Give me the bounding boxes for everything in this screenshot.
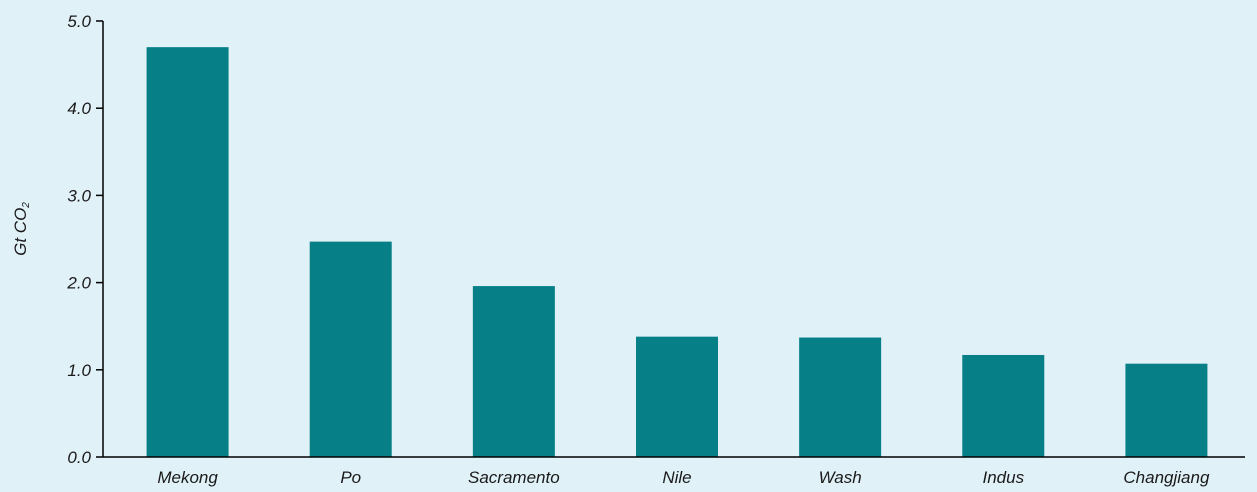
- y-axis-label: Gt CO2: [11, 202, 32, 256]
- bar-po: [309, 241, 392, 457]
- bars-group: [146, 47, 1208, 457]
- x-tick-labels-group: Mekong Po Sacramento Nile Wash Indus Changjian…: [157, 468, 1210, 487]
- bar-changjiang: [1125, 363, 1208, 457]
- x-tick-label: Nile: [662, 468, 691, 487]
- bar-mekong: [146, 47, 229, 457]
- y-tick-label: 5.0: [67, 12, 91, 31]
- y-tick-label: 3.0: [67, 186, 91, 205]
- bar-nile: [636, 336, 718, 457]
- y-tick-label: 4.0: [67, 99, 91, 118]
- x-tick-label: Indus: [982, 468, 1024, 487]
- x-tick-label: Sacramento: [468, 468, 560, 487]
- y-tick-label: 0.0: [67, 448, 91, 467]
- axes-group: [102, 21, 1245, 458]
- x-tick-label: Mekong: [157, 468, 218, 487]
- y-axis-title: Gt CO2: [11, 202, 32, 256]
- y-tick-label: 1.0: [67, 361, 91, 380]
- bar-wash: [799, 337, 882, 457]
- x-tick-label: Wash: [819, 468, 862, 487]
- y-tick-label: 2.0: [66, 274, 91, 293]
- bar-indus: [962, 354, 1045, 457]
- x-tick-label: Changjiang: [1123, 468, 1210, 487]
- y-ticks-group: 0.0 1.0 2.0 3.0 4.0 5.0: [66, 12, 103, 467]
- bar-sacramento: [472, 286, 555, 457]
- x-tick-label: Po: [340, 468, 361, 487]
